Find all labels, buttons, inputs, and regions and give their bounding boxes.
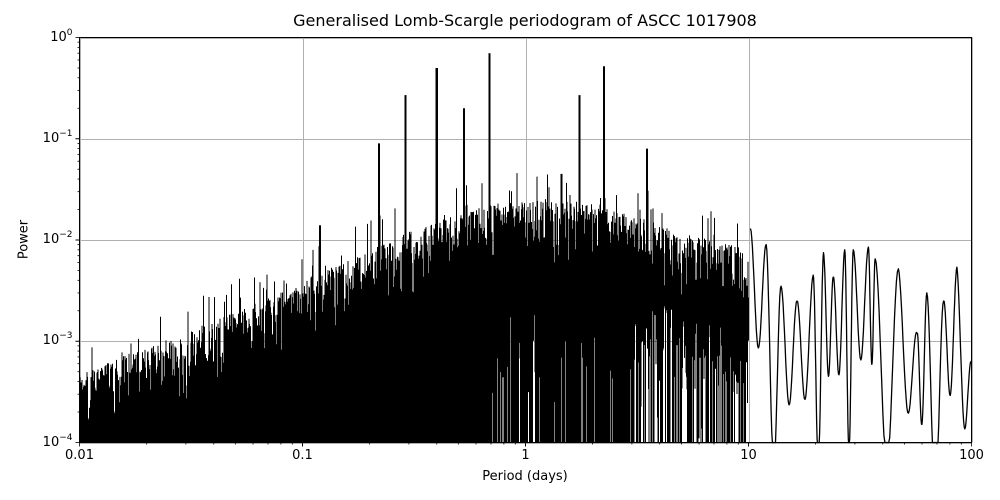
y-tick-label: 10−3 <box>42 331 73 349</box>
y-tick-label: 10−1 <box>42 128 73 146</box>
y-axis-label: Power <box>16 219 32 260</box>
x-tick-label: 0.01 <box>65 448 94 463</box>
y-tick-label: 10−4 <box>42 432 73 450</box>
x-tick-label: 0.1 <box>292 448 313 463</box>
chart-title: Generalised Lomb-Scargle periodogram of … <box>293 11 757 30</box>
periodogram-long-period-trace <box>749 228 973 444</box>
x-axis-label: Period (days) <box>482 469 568 484</box>
periodogram-line <box>79 53 973 444</box>
x-tick-label: 100 <box>959 448 984 463</box>
plot-frame <box>79 37 972 443</box>
x-tick-label: 1 <box>521 448 530 463</box>
x-tick-label: 10 <box>740 448 757 463</box>
periodogram-dense-trace <box>79 53 749 443</box>
y-tick-label: 100 <box>50 27 73 45</box>
y-tick-label: 10−2 <box>42 230 73 247</box>
